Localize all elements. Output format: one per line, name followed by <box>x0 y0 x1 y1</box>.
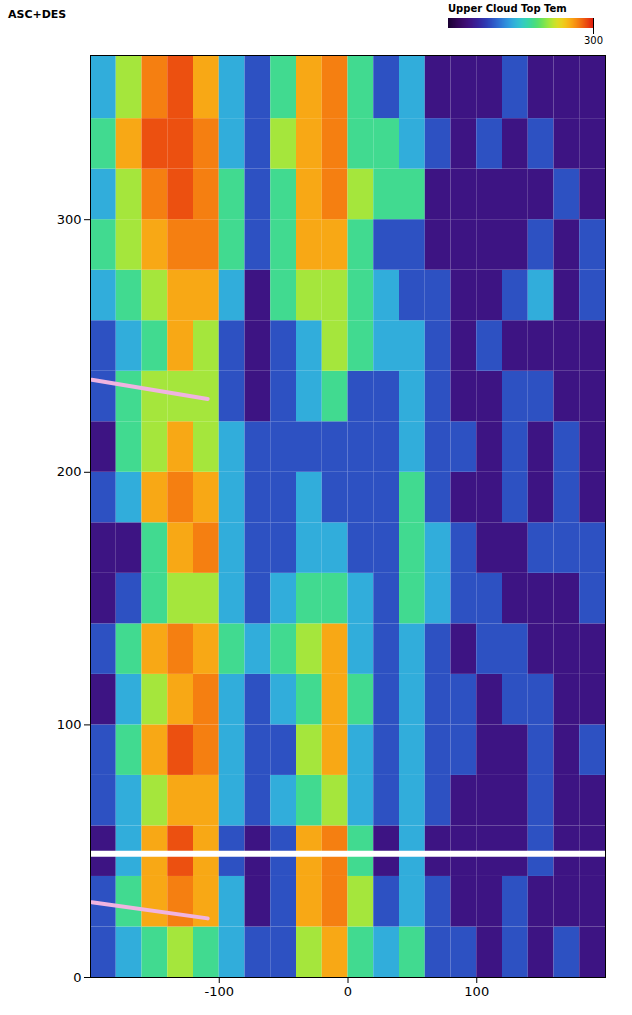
svg-text:0: 0 <box>344 984 352 999</box>
svg-text:-100: -100 <box>204 984 234 999</box>
svg-text:100: 100 <box>464 984 489 999</box>
svg-text:200: 200 <box>57 464 82 479</box>
svg-text:300: 300 <box>584 35 603 46</box>
svg-text:100: 100 <box>57 717 82 732</box>
svg-text:0: 0 <box>73 970 81 985</box>
html-text:ASC+DES: ASC+DES <box>8 8 67 21</box>
svg-text:300: 300 <box>57 212 82 227</box>
svg-text:Upper Cloud Top Tem: Upper Cloud Top Tem <box>448 3 567 14</box>
